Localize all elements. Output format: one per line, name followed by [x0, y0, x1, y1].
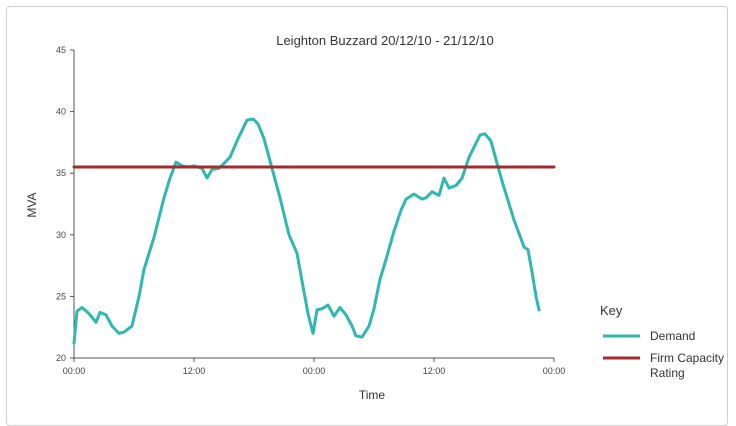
- x-axis-label: Time: [359, 388, 386, 402]
- series-layer: [72, 117, 556, 345]
- chart-title: Leighton Buzzard 20/12/10 - 21/12/10: [276, 33, 494, 48]
- axes: [73, 50, 554, 359]
- x-tick-label: 12:00: [423, 366, 446, 376]
- line-chart: Leighton Buzzard 20/12/10 - 21/12/10 202…: [25, 33, 724, 402]
- y-tick-label: 45: [56, 45, 66, 55]
- legend-label-firm-capacity-line1: Firm Capacity: [650, 351, 724, 365]
- y-tick-label: 35: [56, 168, 66, 178]
- y-axis: 20 25 30 35 40 45: [56, 45, 74, 363]
- x-tick-label: 00:00: [63, 366, 86, 376]
- legend-label-firm-capacity-line2: Rating: [650, 366, 685, 380]
- legend-label-demand: Demand: [650, 329, 695, 343]
- x-tick-label: 00:00: [543, 366, 566, 376]
- y-axis-label: MVA: [25, 192, 39, 217]
- series-line-demand: [72, 117, 541, 345]
- x-axis: 00:00 12:00 00:00 12:00 00:00: [63, 358, 566, 376]
- y-tick-label: 20: [56, 353, 66, 363]
- y-tick-label: 30: [56, 230, 66, 240]
- legend-title: Key: [600, 303, 623, 318]
- x-tick-label: 00:00: [303, 366, 326, 376]
- y-tick-label: 25: [56, 291, 66, 301]
- y-tick-label: 40: [56, 107, 66, 117]
- x-tick-label: 12:00: [183, 366, 206, 376]
- legend: Key Demand Firm Capacity Rating: [600, 303, 724, 380]
